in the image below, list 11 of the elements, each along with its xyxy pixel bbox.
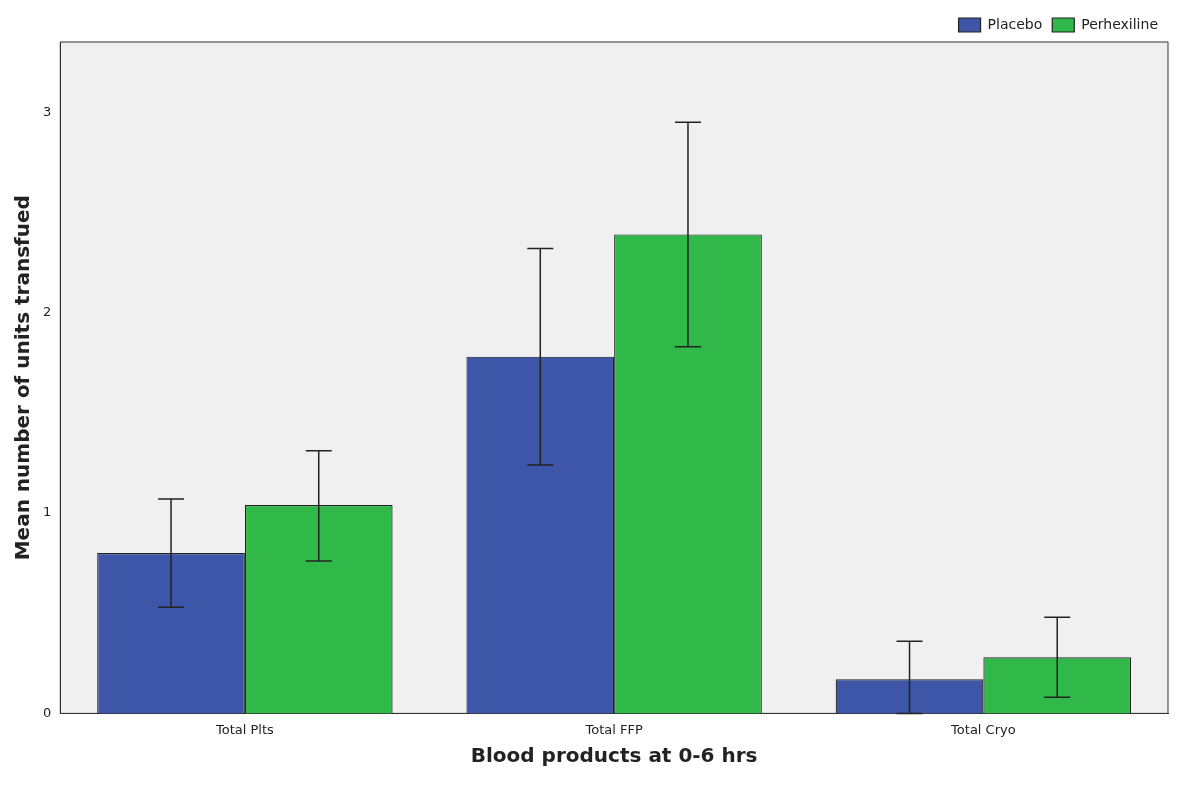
- x-axis-title: Blood products at 0-6 hrs: [470, 743, 758, 768]
- y-tick-label: 0: [42, 704, 52, 720]
- y-axis-title: Mean number of units transfued: [10, 195, 35, 561]
- y-tick-label: 2: [42, 303, 52, 319]
- x-tick-label: Total FFP: [584, 721, 643, 737]
- x-tick-label: Total Plts: [214, 721, 275, 737]
- x-tick-label: Total Cryo: [950, 721, 1016, 737]
- y-tick-label: 1: [42, 504, 52, 520]
- y-tick-label: 3: [42, 103, 52, 119]
- legend-label: Placebo: [987, 15, 1043, 32]
- legend-label: Perhexiline: [1081, 15, 1158, 32]
